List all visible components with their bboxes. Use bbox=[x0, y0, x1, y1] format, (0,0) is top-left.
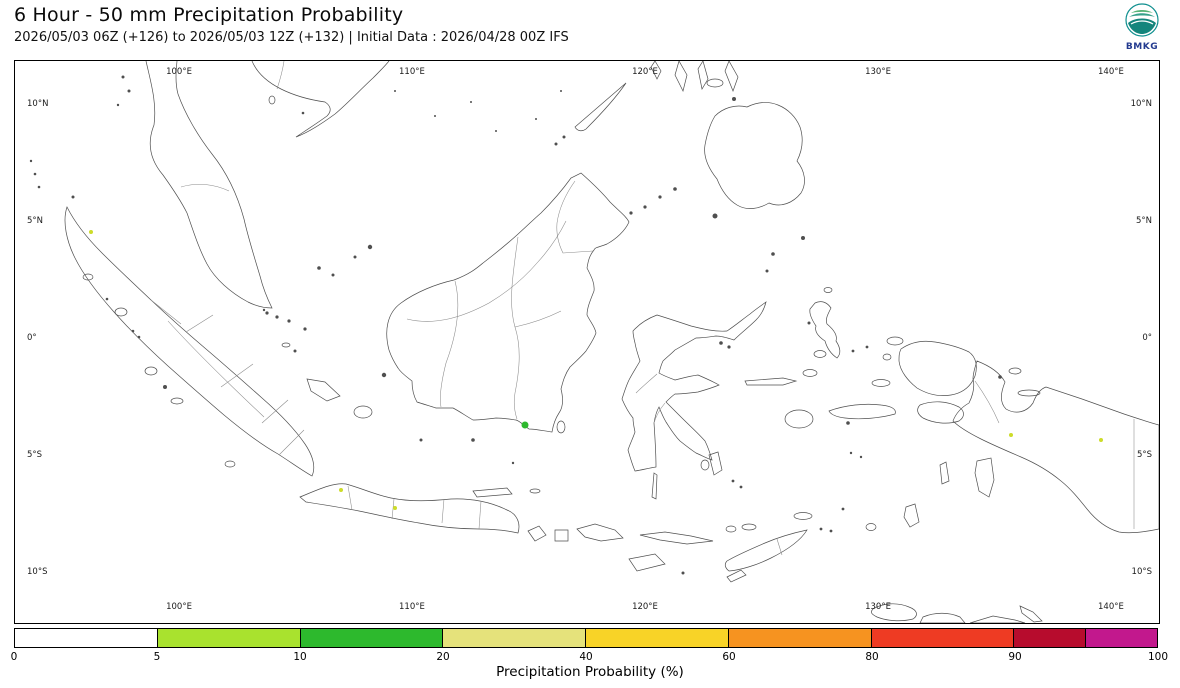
bmkg-logo-icon bbox=[1125, 3, 1159, 37]
page-title: 6 Hour - 50 mm Precipitation Probability bbox=[14, 4, 404, 26]
colorbar-segment bbox=[300, 629, 444, 647]
islet-dots bbox=[29, 75, 1002, 575]
colorbar-caption: Precipitation Probability (%) bbox=[496, 664, 684, 680]
bmkg-logo-label: BMKG bbox=[1125, 42, 1159, 52]
precip-marker bbox=[393, 506, 397, 510]
precip-marker bbox=[89, 230, 93, 234]
coastlines bbox=[64, 61, 1159, 623]
indonesia-coastline-map bbox=[29, 61, 1159, 623]
colorbar-segment bbox=[871, 629, 1015, 647]
colorbar-segment bbox=[157, 629, 301, 647]
colorbar-segment bbox=[15, 629, 158, 647]
forecast-period-subtitle: 2026/05/03 06Z (+126) to 2026/05/03 12Z … bbox=[14, 30, 569, 45]
map-panel: 10°N 5°N 0° 5°S 10°S 10°N 5°N 0° 5°S 10°S 100°E 1… bbox=[14, 60, 1160, 624]
header: 6 Hour - 50 mm Precipitation Probability… bbox=[14, 4, 569, 45]
colorbar-tick-label: 90 bbox=[1008, 651, 1022, 663]
colorbar-tick-label: 0 bbox=[10, 651, 18, 663]
colorbar-tick-label: 40 bbox=[579, 651, 593, 663]
precip-marker bbox=[339, 488, 343, 492]
colorbar-segment bbox=[586, 629, 729, 647]
colorbar-tick-labels: 0 5 10 20 40 60 80 90 100 bbox=[10, 651, 1168, 664]
colorbar-tick-label: 100 bbox=[1147, 651, 1169, 663]
precip-probability-colorbar bbox=[14, 628, 1158, 648]
colorbar-tick-label: 5 bbox=[153, 651, 161, 663]
precip-marker bbox=[1009, 433, 1013, 437]
precip-probability-markers bbox=[89, 230, 1103, 510]
colorbar-segment bbox=[1086, 629, 1157, 647]
colorbar-segment bbox=[728, 629, 872, 647]
colorbar-tick-label: 60 bbox=[722, 651, 736, 663]
colorbar-tick-label: 80 bbox=[865, 651, 879, 663]
bmkg-logo: BMKG bbox=[1120, 3, 1164, 52]
precip-marker bbox=[521, 421, 529, 429]
precip-marker bbox=[1099, 438, 1103, 442]
admin-borders bbox=[150, 61, 1135, 556]
colorbar-tick-label: 10 bbox=[293, 651, 307, 663]
colorbar-segment bbox=[443, 629, 586, 647]
colorbar-segment bbox=[1014, 629, 1087, 647]
colorbar-tick-label: 20 bbox=[436, 651, 450, 663]
